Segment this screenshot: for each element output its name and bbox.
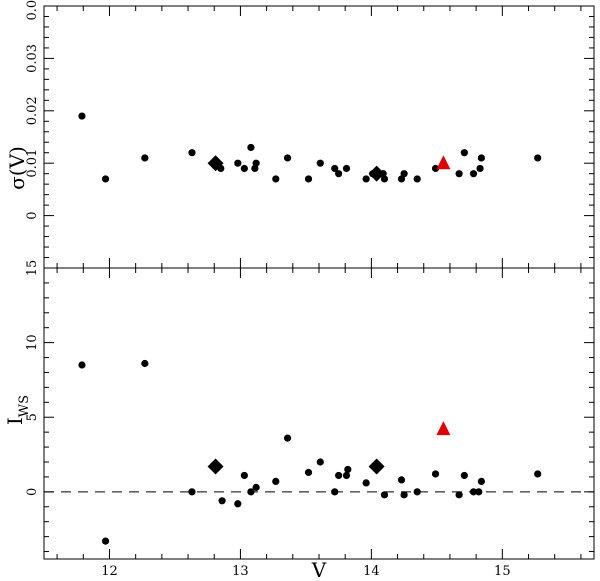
y-tick-label: 15 — [25, 260, 40, 277]
data-point — [477, 154, 485, 162]
data-point — [247, 143, 255, 152]
data-point — [477, 477, 485, 485]
x-tick-label: 12 — [101, 564, 118, 579]
data-point — [78, 361, 86, 369]
data-point — [431, 164, 440, 173]
data-point — [331, 488, 339, 496]
y-tick-label: 5 — [25, 413, 40, 421]
data-point — [247, 488, 255, 496]
data-point — [342, 164, 351, 173]
top-panel-points — [78, 112, 542, 183]
data-point — [283, 154, 292, 162]
data-point — [362, 175, 370, 183]
sigma-v-panel: 0 0.01 0.02 0.03 0.04 σ(V) — [5, 0, 595, 269]
data-point — [460, 149, 468, 157]
data-point — [335, 170, 343, 178]
data-point — [234, 159, 242, 167]
data-point — [469, 488, 478, 496]
data-point — [272, 477, 280, 485]
data-point — [272, 175, 280, 183]
diamond-point — [207, 155, 224, 172]
data-point — [240, 471, 248, 480]
top-y-axis-label: σ(V) — [5, 146, 29, 190]
y-tick-label: 0 — [25, 211, 40, 219]
bottom-y-axis-label: IWS — [3, 395, 32, 425]
data-point — [78, 112, 86, 120]
data-point — [316, 458, 324, 466]
diamond-point — [368, 458, 385, 475]
data-point — [252, 483, 260, 491]
data-point — [304, 468, 313, 477]
iws-panel: 12 13 14 15 0 5 10 15 IWS V — [3, 260, 595, 581]
data-point — [234, 500, 242, 508]
data-point — [101, 537, 110, 545]
data-point — [141, 359, 149, 368]
x-tick-label: 14 — [363, 564, 380, 579]
triangle-point — [436, 155, 451, 170]
y-tick-label: 0.04 — [25, 0, 40, 20]
diamond-point — [207, 458, 224, 475]
data-point — [476, 164, 484, 173]
data-point — [413, 488, 421, 496]
diamond-point — [368, 165, 385, 182]
data-point — [534, 470, 542, 478]
data-point — [534, 154, 542, 162]
data-point — [252, 159, 260, 167]
data-point — [188, 149, 196, 157]
y-tick-label: 0.02 — [25, 96, 40, 125]
y-tick-label: 10 — [25, 334, 40, 351]
data-point — [400, 491, 408, 499]
data-point — [431, 470, 440, 478]
data-point — [475, 488, 483, 496]
data-point — [331, 164, 339, 173]
data-point — [397, 476, 406, 484]
data-point — [400, 170, 408, 178]
bottom-panel-points — [78, 359, 542, 545]
bottom-y-axis-label-main: I — [3, 417, 27, 425]
bottom-panel-tick-labels: 12 13 14 15 0 5 10 15 — [25, 260, 511, 579]
y-tick-label: 0.03 — [25, 44, 40, 73]
data-point — [335, 471, 343, 480]
bottom-panel-ticks — [44, 267, 594, 559]
x-tick-label: 15 — [494, 564, 511, 579]
data-point — [188, 488, 196, 496]
top-panel-ticks — [44, 5, 594, 269]
data-point — [141, 154, 149, 162]
data-point — [342, 471, 351, 480]
data-point — [101, 175, 110, 183]
bottom-y-axis-label-subscript: WS — [17, 395, 32, 417]
y-tick-label: 0 — [25, 488, 40, 496]
data-point — [413, 175, 421, 183]
x-tick-label: 13 — [232, 564, 249, 579]
data-point — [304, 175, 313, 183]
data-point — [455, 170, 463, 178]
data-point — [240, 164, 248, 173]
bottom-panel-frame — [43, 267, 595, 560]
data-point — [460, 471, 468, 480]
triangle-point — [436, 421, 451, 436]
data-point — [218, 497, 226, 505]
data-point — [316, 159, 324, 167]
data-point — [380, 491, 389, 499]
x-axis-label: V — [311, 558, 327, 581]
data-point — [283, 434, 292, 442]
data-point — [469, 170, 478, 178]
data-point — [344, 465, 352, 474]
y-tick-label: 0.01 — [25, 149, 40, 178]
top-panel-frame — [43, 5, 595, 269]
data-point — [455, 491, 463, 499]
data-point — [362, 479, 370, 487]
top-panel-tick-labels: 0 0.01 0.02 0.03 0.04 — [25, 0, 40, 220]
data-point — [380, 175, 389, 183]
